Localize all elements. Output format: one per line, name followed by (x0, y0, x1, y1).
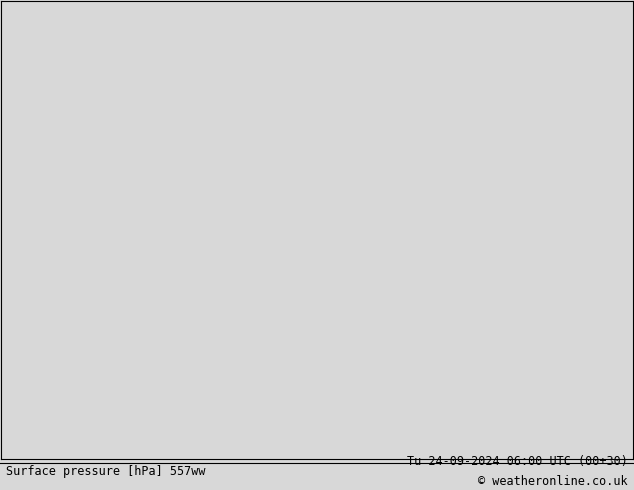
Text: © weatheronline.co.uk: © weatheronline.co.uk (478, 474, 628, 488)
Text: Tu 24-09-2024 06:00 UTC (00+30): Tu 24-09-2024 06:00 UTC (00+30) (407, 455, 628, 468)
Text: Surface pressure [hPa] 557ww: Surface pressure [hPa] 557ww (6, 465, 206, 478)
